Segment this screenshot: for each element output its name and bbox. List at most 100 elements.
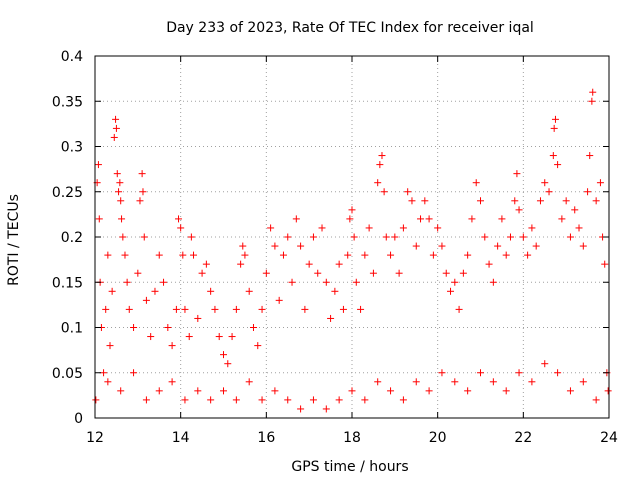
data-point [369,269,377,277]
data-point [391,233,399,241]
data-point [451,278,459,286]
data-point [254,342,262,350]
x-tick-label: 18 [343,430,361,446]
data-point [554,369,562,377]
data-point [297,242,305,250]
data-point [95,215,103,223]
data-point [519,233,527,241]
data-point [335,260,343,268]
data-point [451,378,459,386]
data-point [387,251,395,259]
x-tick-label: 16 [257,430,275,446]
data-point [138,170,146,178]
data-point [545,188,553,196]
data-point [579,242,587,250]
data-point [190,251,198,259]
data-point [187,233,195,241]
y-tick-label: 0.1 [61,321,83,337]
data-point [472,179,480,187]
data-point [168,378,176,386]
data-point [112,124,120,132]
data-point [601,260,609,268]
x-tick-label: 24 [600,430,618,446]
data-point [528,378,536,386]
data-point [181,396,189,404]
data-point [241,251,249,259]
data-point [249,324,257,331]
data-point [335,396,343,404]
data-point [489,278,497,286]
data-point [374,179,382,187]
data-point [309,396,317,404]
data-point [309,233,317,241]
data-point [125,305,133,313]
data-point [536,197,544,205]
data-point [551,115,559,123]
data-point [177,224,185,232]
data-point [104,378,112,386]
data-point [130,324,138,331]
data-point [211,305,219,313]
data-point [468,215,476,223]
data-point [513,170,521,178]
data-point [104,251,112,259]
data-point [100,369,108,377]
data-point [481,233,489,241]
data-point [181,305,189,313]
data-point [142,396,150,404]
data-point [387,387,395,395]
data-point [592,197,600,205]
data-point [194,314,202,322]
data-point [224,360,232,368]
data-point [314,269,322,277]
data-point [554,161,562,169]
data-point [365,224,373,232]
data-point [382,233,390,241]
data-point [412,242,420,250]
data-point [322,405,330,413]
data-point [207,287,215,295]
y-tick-label: 0.2 [61,230,83,246]
data-point [579,378,587,386]
data-point [327,314,335,322]
data-point [380,188,388,196]
data-point [175,215,183,223]
data-point [374,378,382,386]
data-point [489,378,497,386]
data-point [271,242,279,250]
data-point [515,206,523,214]
data-point [412,378,420,386]
data-point [348,206,356,214]
data-point [558,215,566,223]
data-point [524,251,532,259]
data-point [404,188,412,196]
data-point [172,305,180,313]
data-point [477,369,484,377]
data-point [502,387,510,395]
y-tick-label: 0.15 [52,275,83,291]
data-point [464,251,472,259]
x-tick-label: 12 [86,430,104,446]
data-point [168,342,176,350]
data-point [151,287,159,295]
data-point [284,396,292,404]
x-axis: 12 14 16 18 20 22 24 [86,56,618,446]
data-point [305,260,313,268]
data-point [318,224,326,232]
data-point [220,387,227,395]
data-point [455,305,463,313]
data-point [179,251,187,259]
data-point [566,233,574,241]
data-point [376,161,384,169]
data-point [292,215,300,223]
data-point [425,387,433,395]
data-point [202,260,210,268]
data-point [215,333,223,341]
data-point [271,387,279,395]
data-point [511,197,519,205]
data-point [339,305,347,313]
data-point [194,387,202,395]
data-point [155,251,163,259]
data-points [92,88,612,413]
data-point [245,287,253,295]
